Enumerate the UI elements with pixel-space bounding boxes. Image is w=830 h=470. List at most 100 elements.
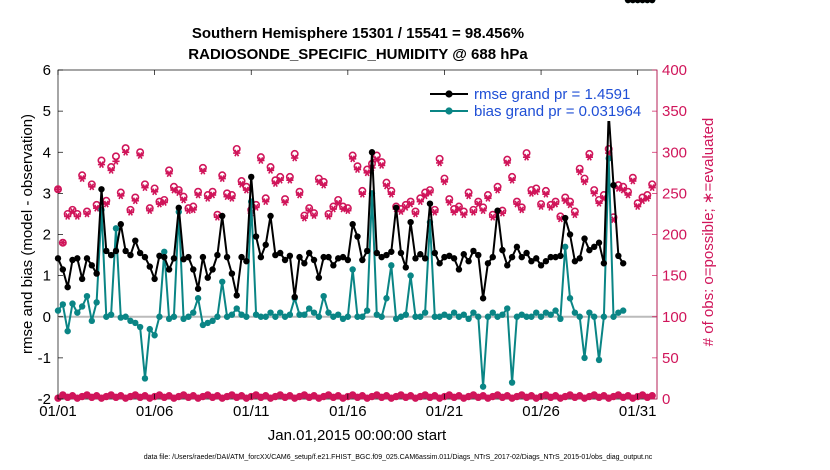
- rmse-point: [301, 260, 308, 267]
- obs-evaluated-marker: [411, 210, 420, 218]
- obs-evaluated-stroke: [557, 215, 563, 223]
- obs-evaluated-marker: [117, 192, 125, 200]
- rmse-point: [349, 221, 356, 228]
- rmse-point: [151, 275, 158, 283]
- obs-evaluated-stroke: [65, 212, 71, 220]
- bias-point: [465, 315, 472, 323]
- rmse-point: [78, 275, 86, 283]
- bias-point: [600, 313, 608, 320]
- obs-evaluated-stroke: [142, 184, 148, 192]
- obs-evaluated-marker: [349, 155, 357, 163]
- rmse-point: [69, 256, 76, 264]
- rmse-point: [479, 295, 487, 302]
- rmse-point: [624, 0, 632, 4]
- bias-point: [103, 313, 110, 320]
- bias-point: [301, 311, 308, 318]
- rmse-point: [552, 253, 559, 261]
- obs-evaluated-stroke: [528, 189, 534, 197]
- y-right-tick-label: 0: [662, 391, 670, 408]
- obs-evaluated-stroke: [311, 212, 317, 220]
- bias-point: [388, 262, 395, 269]
- obs-evaluated-stroke: [335, 199, 341, 207]
- rmse-point: [499, 246, 506, 254]
- rmse-point: [523, 249, 530, 257]
- bias-point: [267, 309, 274, 316]
- obs-evaluated-stroke: [108, 166, 114, 174]
- obs-evaluated-stroke: [316, 178, 322, 186]
- bias-point: [59, 301, 67, 308]
- obs-evaluated-marker: [291, 154, 299, 162]
- obs-evaluated-stroke: [195, 191, 201, 199]
- legend-box: [426, 83, 648, 121]
- obs-evaluated-marker: [382, 182, 391, 190]
- rmse-point: [74, 255, 81, 262]
- obs-evaluated-stroke: [103, 200, 109, 208]
- obs-evaluated-stroke: [60, 239, 66, 247]
- obs-evaluated-marker: [199, 167, 207, 175]
- bias-point: [566, 295, 574, 302]
- obs-evaluated-stroke: [461, 211, 467, 219]
- rmse-point: [489, 253, 496, 261]
- obs-evaluated-stroke: [161, 198, 167, 206]
- obs-evaluated-stroke: [630, 177, 636, 185]
- y-left-tick-label: -2: [38, 391, 51, 408]
- rmse-point: [397, 249, 405, 257]
- obs-evaluated-stroke: [118, 192, 124, 200]
- bias-point: [74, 309, 81, 316]
- rmse-point: [330, 262, 337, 269]
- obs-evaluated-marker: [218, 175, 226, 183]
- obs-evaluated-stroke: [147, 207, 153, 215]
- bias-point: [460, 311, 467, 318]
- obs-evaluated-marker: [97, 161, 106, 169]
- obs-evaluated-stroke: [321, 181, 327, 189]
- rmse-point: [59, 266, 67, 273]
- rmse-point: [470, 247, 477, 255]
- bias-point: [571, 309, 579, 316]
- legend-rmse-marker: [445, 90, 453, 98]
- rmse-point: [228, 270, 236, 277]
- bias-point: [537, 313, 545, 320]
- bias-point: [117, 314, 124, 321]
- obs-evaluated-stroke: [214, 213, 220, 221]
- obs-evaluated-stroke: [74, 212, 80, 220]
- obs-evaluated-stroke: [485, 194, 491, 202]
- rmse-point: [537, 262, 545, 269]
- rmse-point: [112, 247, 120, 255]
- rmse-point: [170, 255, 178, 262]
- rmse-point: [484, 260, 492, 267]
- bias-point: [557, 315, 564, 323]
- obs-evaluated-marker: [503, 159, 511, 167]
- obs-evaluated-stroke: [475, 200, 481, 208]
- obs-evaluated-marker: [353, 166, 362, 174]
- y-left-tick-label: 4: [43, 144, 51, 161]
- obs-evaluated-marker: [489, 213, 497, 221]
- obs-evaluated-marker: [542, 190, 550, 198]
- bias-point: [359, 313, 366, 320]
- rmse-point: [98, 186, 105, 193]
- obs-evaluated-stroke: [355, 166, 360, 174]
- obs-evaluated-marker: [146, 207, 154, 215]
- bias-point: [615, 309, 622, 316]
- rmse-point: [344, 256, 352, 264]
- obs-evaluated-marker: [102, 200, 110, 208]
- obs-evaluated-stroke: [243, 186, 249, 194]
- bias-point: [161, 248, 168, 255]
- legend-rmse-label: rmse grand pr = 1.4591: [474, 86, 630, 103]
- bias-point: [223, 313, 231, 320]
- obs-evaluated-stroke: [89, 183, 95, 191]
- obs-evaluated-stroke: [350, 155, 356, 163]
- bias-point: [383, 295, 390, 302]
- obs-evaluated-marker: [590, 189, 598, 197]
- obs-evaluated-marker: [595, 199, 603, 207]
- rmse-point: [107, 251, 115, 259]
- obs-evaluated-marker: [493, 186, 502, 194]
- obs-evaluated-marker: [310, 212, 318, 220]
- obs-evaluated-marker: [537, 203, 545, 211]
- bias-point: [228, 311, 236, 318]
- obs-evaluated-marker: [141, 184, 149, 192]
- x-tick-label: 01/21: [426, 403, 464, 420]
- obs-evaluated-marker: [508, 176, 516, 184]
- rmse-point: [494, 207, 501, 214]
- bias-point: [165, 315, 173, 323]
- obs-evaluated-marker: [566, 201, 574, 209]
